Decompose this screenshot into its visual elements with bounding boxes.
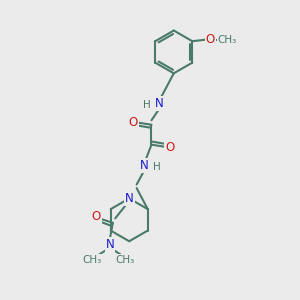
Text: N: N <box>140 159 148 172</box>
Text: H: H <box>142 100 150 110</box>
Text: H: H <box>153 162 160 172</box>
Text: CH₃: CH₃ <box>115 255 134 265</box>
Text: O: O <box>128 116 138 129</box>
Text: N: N <box>154 98 163 110</box>
Text: O: O <box>92 210 101 223</box>
Text: N: N <box>106 238 114 251</box>
Text: N: N <box>125 192 134 205</box>
Text: O: O <box>206 33 215 46</box>
Text: CH₃: CH₃ <box>82 255 102 265</box>
Text: CH₃: CH₃ <box>218 35 237 45</box>
Text: O: O <box>165 140 175 154</box>
